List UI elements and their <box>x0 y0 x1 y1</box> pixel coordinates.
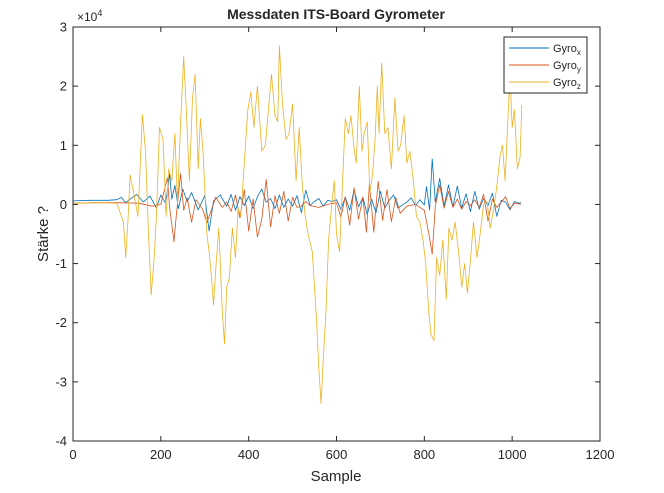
y-tick-label: 2 <box>60 79 67 94</box>
series-layer <box>72 45 523 405</box>
y-axis-ticks: -4 -3 -2 -1 0 1 2 3 <box>55 20 600 449</box>
y-tick-label: -4 <box>55 434 67 449</box>
x-axis-ticks: 0 200 400 600 800 1000 1200 <box>69 27 614 462</box>
y-tick-label: 3 <box>60 20 67 35</box>
y-tick-label: -3 <box>55 374 67 389</box>
x-tick-label: 400 <box>238 447 260 462</box>
legend-label-z: Gyroz <box>553 77 581 91</box>
legend: Gyrox Gyroy Gyroz <box>503 36 588 94</box>
y-tick-label: 0 <box>60 197 67 212</box>
legend-label-x: Gyrox <box>553 43 581 57</box>
y-axis-exponent: ×104 <box>77 8 102 24</box>
x-axis-label: Sample <box>311 468 362 485</box>
series-line-z <box>72 45 523 405</box>
y-axis-label: Stärke ? <box>35 206 52 262</box>
y-tick-label: -1 <box>55 256 67 271</box>
x-tick-label: 600 <box>326 447 348 462</box>
x-tick-label: 0 <box>69 447 76 462</box>
y-tick-label: 1 <box>60 138 67 153</box>
x-tick-label: 200 <box>150 447 172 462</box>
x-tick-label: 1000 <box>498 447 527 462</box>
series-line-y <box>72 173 522 255</box>
legend-label-y: Gyroy <box>553 60 581 74</box>
chart-title: Messdaten ITS-Board Gyrometer <box>227 6 445 22</box>
x-tick-label: 800 <box>413 447 435 462</box>
x-tick-label: 1200 <box>586 447 615 462</box>
series-line-x <box>72 158 522 232</box>
y-tick-label: -2 <box>55 315 67 330</box>
